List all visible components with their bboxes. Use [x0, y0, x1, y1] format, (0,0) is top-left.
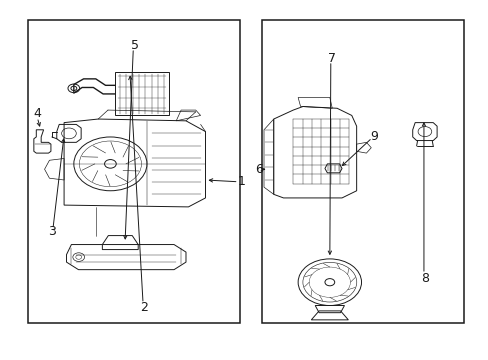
Text: 5: 5 [130, 39, 139, 52]
Bar [115, 72, 168, 116]
Text: 8: 8 [420, 272, 428, 285]
Text: 2: 2 [141, 301, 148, 314]
Text: 3: 3 [48, 225, 56, 238]
Text: 6: 6 [255, 163, 263, 176]
Bar [27, 21, 239, 323]
Text: 1: 1 [238, 175, 245, 188]
Text: 7: 7 [327, 51, 336, 64]
Bar [261, 21, 463, 323]
Text: 9: 9 [369, 130, 377, 144]
Text: 4: 4 [33, 107, 41, 120]
